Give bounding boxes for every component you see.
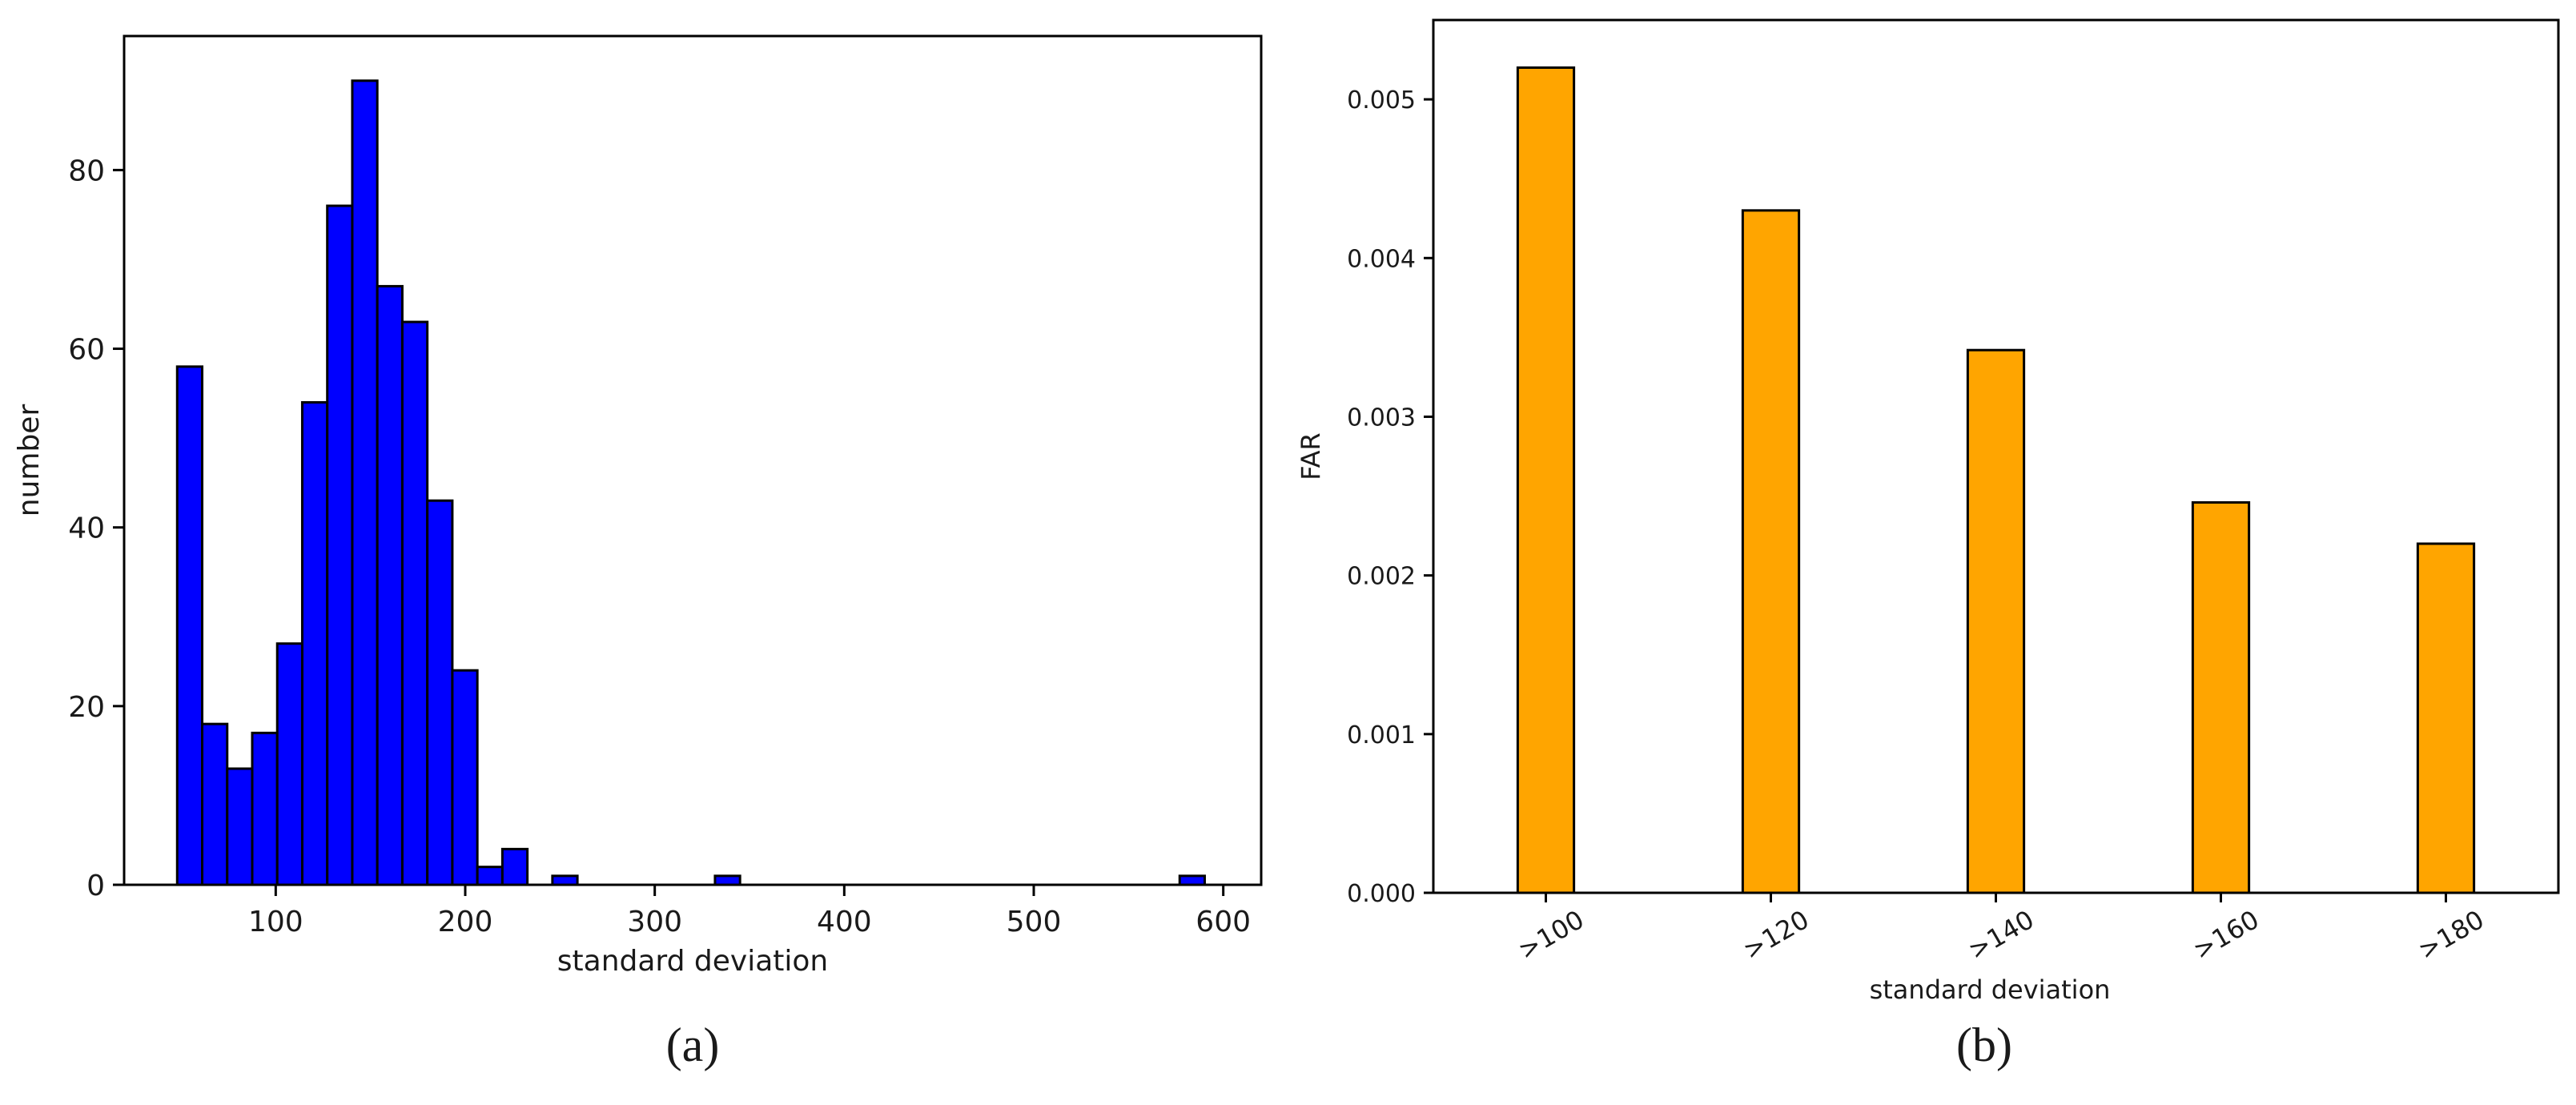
far-y-tick-label: 0.003 <box>1347 404 1416 432</box>
far-y-tick-label: 0.001 <box>1347 721 1416 749</box>
far-y-ticks: 0.000 0.001 0.002 0.003 0.004 0.005 <box>1347 86 1433 908</box>
far-y-tick-label: 0.004 <box>1347 245 1416 273</box>
histogram-y-ticks: 0 20 40 60 80 <box>68 155 124 902</box>
histogram-y-tick-label: 40 <box>68 512 105 545</box>
histogram-bar <box>426 499 454 886</box>
histogram-bar <box>551 874 579 886</box>
far-bar <box>1966 348 2026 894</box>
far-bar <box>2416 542 2476 894</box>
histogram-x-tick-label: 400 <box>817 906 872 938</box>
histogram-y-tick-label: 60 <box>68 334 105 367</box>
histogram-y-axis-label: number <box>13 404 46 517</box>
histogram-bar <box>226 767 254 886</box>
far-x-tick-label: >100 <box>1513 904 1589 966</box>
far-bar <box>2191 500 2251 894</box>
far-x-axis-label: standard deviation <box>1870 974 2111 1005</box>
histogram-bar <box>451 669 479 886</box>
histogram-x-tick-label: 200 <box>438 906 493 938</box>
histogram-x-axis-label: standard deviation <box>557 945 828 978</box>
histogram-bar <box>351 79 379 886</box>
far-bar-panel: >100 >120 >140 >160 >180 0.0000.0010.0020.00… <box>1296 18 2560 1071</box>
histogram-x-tick-label: 300 <box>627 906 682 938</box>
histogram-bar <box>500 847 529 886</box>
histogram-bar <box>300 400 329 886</box>
far-y-axis-label: FAR <box>1296 432 1326 480</box>
histogram-y-tick-label: 20 <box>68 691 105 724</box>
histogram-bar <box>1178 874 1206 886</box>
caption-a: (a) <box>666 1019 720 1071</box>
histogram-bar <box>275 642 303 886</box>
histogram-bar <box>175 365 204 886</box>
far-x-ticks: >100 >120 >140 >160 >180 <box>1513 893 2490 966</box>
histogram-bar <box>476 866 504 886</box>
histogram-x-tick-label: 600 <box>1196 906 1251 938</box>
far-y-tick-label: 0.000 <box>1347 880 1416 908</box>
histogram-bars <box>175 79 1206 886</box>
histogram-bar <box>400 320 429 886</box>
far-x-tick-label: >160 <box>2188 904 2264 966</box>
histogram-panel: 100 200 300 400 500 600 0 20 40 60 80 standard de… <box>13 34 1263 1071</box>
histogram-y-tick-label: 80 <box>68 155 105 187</box>
far-bar <box>1516 66 1576 894</box>
far-bars <box>1516 66 2476 894</box>
histogram-bar <box>201 722 229 886</box>
histogram-x-ticks: 100 200 300 400 500 600 <box>248 885 1251 938</box>
histogram-x-tick-label: 100 <box>248 906 303 938</box>
far-x-tick-label: >140 <box>1963 904 2039 966</box>
far-y-tick-label: 0.005 <box>1347 86 1416 115</box>
histogram-x-tick-label: 500 <box>1007 906 1062 938</box>
far-x-tick-label: >120 <box>1738 904 1814 966</box>
histogram-bar <box>326 204 354 886</box>
histogram-bar <box>713 874 741 886</box>
caption-b: (b) <box>1956 1019 2012 1071</box>
histogram-y-tick-label: 0 <box>86 870 105 902</box>
histogram-bar <box>376 284 404 886</box>
far-y-tick-label: 0.002 <box>1347 563 1416 591</box>
histogram-bar <box>251 731 279 886</box>
far-x-tick-label: >180 <box>2413 904 2489 966</box>
far-bar <box>1741 209 1801 894</box>
